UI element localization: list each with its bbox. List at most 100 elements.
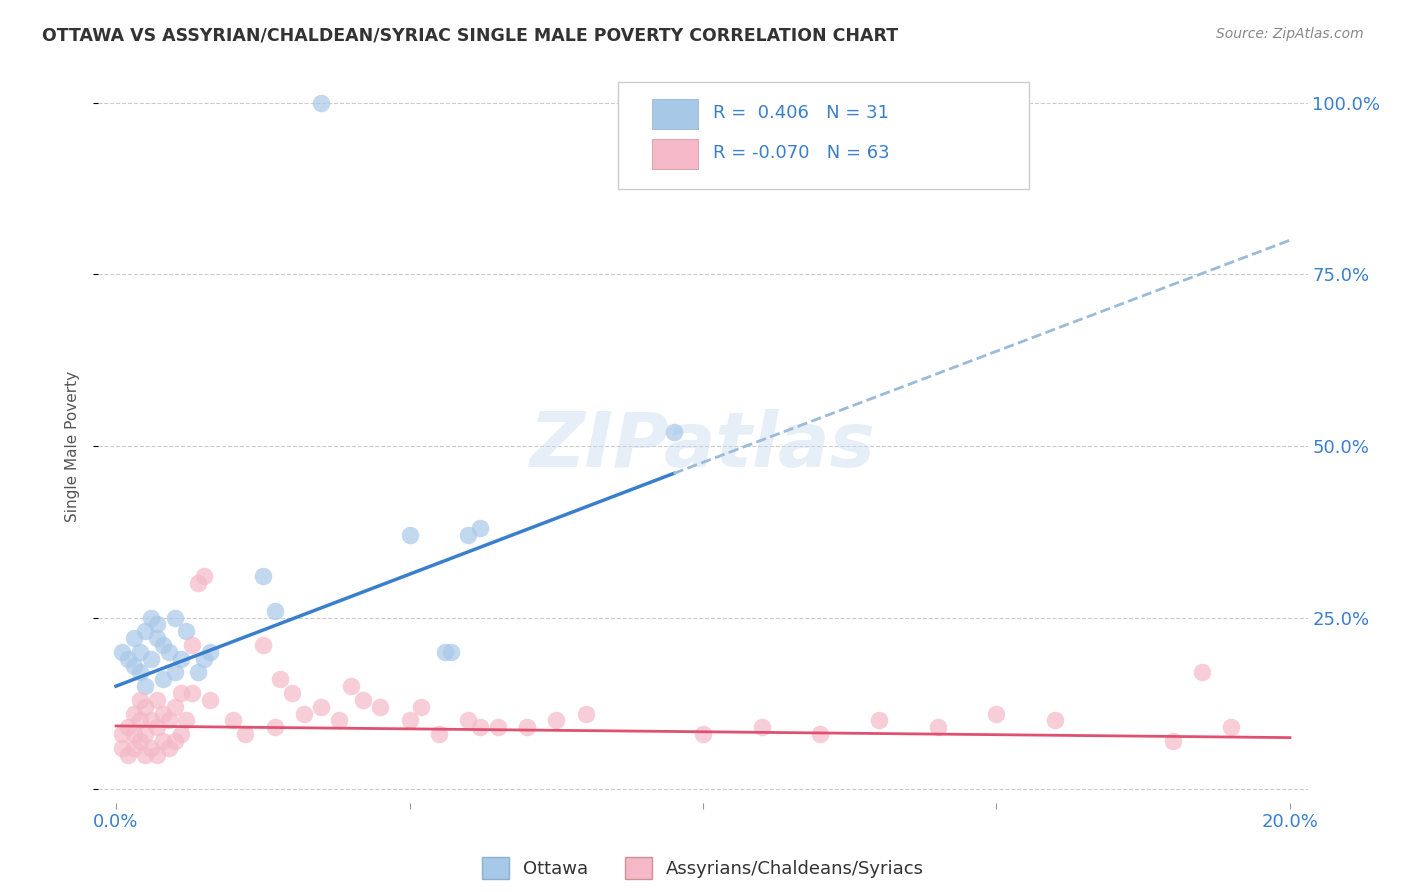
Text: R = -0.070   N = 63: R = -0.070 N = 63 <box>713 144 890 161</box>
Point <box>152 734 174 748</box>
Point <box>169 727 191 741</box>
Point <box>187 665 209 680</box>
Point <box>252 569 274 583</box>
Point <box>117 720 139 734</box>
Point <box>128 693 150 707</box>
Y-axis label: Single Male Poverty: Single Male Poverty <box>65 370 80 522</box>
Point <box>152 638 174 652</box>
Point <box>692 727 714 741</box>
Point <box>157 714 180 728</box>
Point <box>193 651 215 665</box>
Point <box>340 679 363 693</box>
Point <box>368 699 391 714</box>
Point <box>198 645 221 659</box>
Point <box>1161 734 1184 748</box>
Point <box>457 528 479 542</box>
Point <box>181 686 204 700</box>
Point <box>146 693 169 707</box>
Point <box>868 714 890 728</box>
Point <box>134 747 156 762</box>
Point <box>457 714 479 728</box>
Point <box>1043 714 1066 728</box>
Point <box>193 569 215 583</box>
Text: ZIPatlas: ZIPatlas <box>530 409 876 483</box>
Point <box>122 727 145 741</box>
FancyBboxPatch shape <box>619 82 1029 189</box>
Point <box>152 706 174 721</box>
Point <box>751 720 773 734</box>
Point <box>546 714 568 728</box>
Point <box>187 576 209 591</box>
Point <box>986 706 1008 721</box>
Point <box>516 720 538 734</box>
Point <box>1191 665 1213 680</box>
Point <box>117 747 139 762</box>
Point <box>157 645 180 659</box>
Point <box>122 658 145 673</box>
Point <box>134 624 156 639</box>
Point <box>141 740 163 755</box>
Point <box>111 740 134 755</box>
Point <box>1220 720 1243 734</box>
Point <box>252 638 274 652</box>
Point <box>141 714 163 728</box>
Point <box>575 706 598 721</box>
Legend: Ottawa, Assyrians/Chaldeans/Syriacs: Ottawa, Assyrians/Chaldeans/Syriacs <box>475 850 931 887</box>
Point <box>134 679 156 693</box>
Point <box>468 521 491 535</box>
Point <box>352 693 374 707</box>
Point <box>439 645 461 659</box>
Point <box>222 714 245 728</box>
Point <box>163 610 186 624</box>
Point <box>927 720 949 734</box>
Point <box>427 727 450 741</box>
Point <box>122 631 145 645</box>
Point <box>311 699 333 714</box>
FancyBboxPatch shape <box>652 139 699 169</box>
Point <box>122 706 145 721</box>
Point <box>311 95 333 110</box>
Point <box>128 734 150 748</box>
Point <box>152 673 174 687</box>
Point <box>292 706 315 721</box>
Point <box>468 720 491 734</box>
Point <box>169 651 191 665</box>
Point <box>198 693 221 707</box>
Point <box>328 714 350 728</box>
Point <box>157 740 180 755</box>
Point <box>176 714 198 728</box>
Point <box>169 686 191 700</box>
Point <box>181 638 204 652</box>
Point <box>111 645 134 659</box>
Text: Source: ZipAtlas.com: Source: ZipAtlas.com <box>1216 27 1364 41</box>
Point <box>146 747 169 762</box>
Point <box>433 645 456 659</box>
Point <box>163 665 186 680</box>
Point <box>117 651 139 665</box>
Point <box>134 727 156 741</box>
Point <box>134 699 156 714</box>
Point <box>163 699 186 714</box>
Point <box>662 425 685 440</box>
Point <box>141 651 163 665</box>
Text: R =  0.406   N = 31: R = 0.406 N = 31 <box>713 103 889 121</box>
Point <box>141 610 163 624</box>
Point <box>146 720 169 734</box>
Point <box>128 665 150 680</box>
Point <box>176 624 198 639</box>
Point <box>111 727 134 741</box>
Point <box>281 686 304 700</box>
Point <box>263 720 285 734</box>
Point <box>398 714 420 728</box>
Point <box>808 727 831 741</box>
Point <box>122 740 145 755</box>
Point <box>398 528 420 542</box>
Point <box>269 673 291 687</box>
Text: OTTAWA VS ASSYRIAN/CHALDEAN/SYRIAC SINGLE MALE POVERTY CORRELATION CHART: OTTAWA VS ASSYRIAN/CHALDEAN/SYRIAC SINGL… <box>42 27 898 45</box>
Point <box>263 604 285 618</box>
Point <box>411 699 433 714</box>
FancyBboxPatch shape <box>652 99 699 129</box>
Point <box>128 645 150 659</box>
Point <box>163 734 186 748</box>
Point <box>146 617 169 632</box>
